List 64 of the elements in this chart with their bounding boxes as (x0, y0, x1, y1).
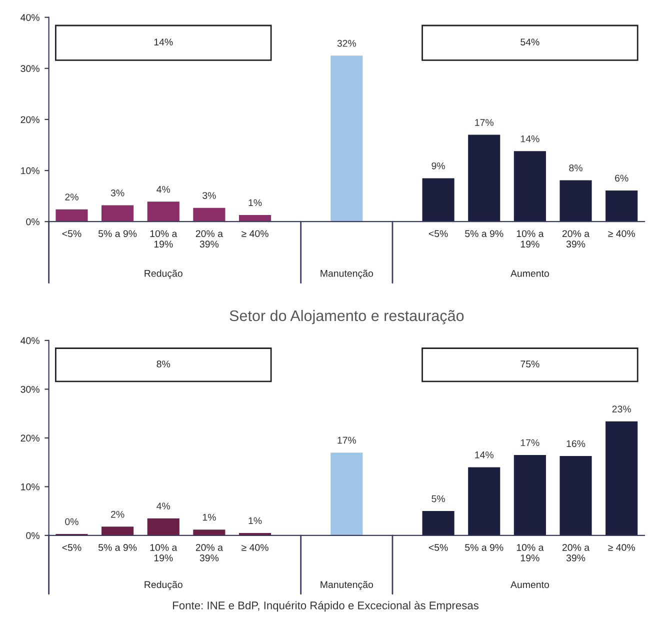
data-label: 1% (248, 517, 262, 524)
x-tick-label: <5% (428, 544, 448, 551)
annotation: 8% (156, 360, 170, 368)
annotation: 14% (154, 38, 173, 46)
text: Manutenção (320, 270, 374, 279)
source-note: Fonte: INE e BdP, Inquérito Rápido e Excecional às Empresas (173, 601, 478, 612)
x-tick-label: 5% a 9% (465, 544, 504, 551)
x-tick-label: 5% a 9% (98, 230, 137, 238)
data-label: 6% (615, 174, 628, 182)
chart-title: Setor do Alojamento e restauração (230, 310, 464, 324)
text: Redução (144, 270, 182, 279)
y-tick-label: 20% (20, 116, 40, 124)
data-label: 9% (432, 162, 445, 170)
y-tick-label: 0% (26, 532, 40, 540)
x-tick-label: 20% a 39% (562, 230, 590, 248)
data-label: 3% (110, 190, 124, 196)
data-label: 14% (520, 135, 540, 142)
data-label: 17% (520, 439, 540, 446)
data-label: 8% (569, 164, 582, 172)
data-label: 2% (111, 510, 124, 518)
data-label: 2% (65, 194, 78, 200)
annotation: 75% (520, 360, 540, 368)
x-tick-label: 10% a 19% (516, 230, 544, 248)
y-tick-label: 30% (20, 386, 40, 393)
y-tick-label: 0% (26, 218, 40, 226)
text: Aumento (510, 581, 549, 588)
text: Manutenção (320, 580, 374, 590)
x-tick-label: ≥ 40% (242, 230, 268, 238)
data-label: 17% (338, 436, 356, 444)
annotation: 54% (520, 38, 540, 46)
x-tick-label: 20% a 39% (196, 230, 223, 248)
data-label: 16% (566, 440, 586, 448)
x-tick-label: ≥ 40% (242, 544, 268, 551)
y-tick-label: 10% (21, 483, 40, 490)
data-label: 1% (202, 514, 216, 521)
data-label: 0% (65, 518, 78, 526)
data-label: 4% (156, 502, 170, 510)
y-tick-label: 40% (20, 337, 40, 344)
x-tick-label: 10% a 19% (150, 230, 178, 248)
x-tick-label: ≥ 40% (608, 230, 635, 238)
x-tick-label: ≥ 40% (608, 544, 635, 551)
text: Redução (144, 580, 182, 590)
x-tick-label: <5% (62, 230, 82, 238)
x-tick-label: 5% a 9% (465, 230, 504, 238)
data-label: 17% (475, 119, 494, 126)
data-label: 3% (202, 192, 216, 199)
text: Aumento (510, 270, 549, 277)
data-label: 1% (248, 199, 262, 206)
x-tick-label: 5% a 9% (98, 544, 137, 551)
y-tick-label: 30% (20, 65, 40, 72)
data-label: 14% (475, 451, 494, 458)
x-tick-label: <5% (428, 230, 448, 238)
data-label: 23% (612, 406, 631, 413)
x-tick-label: 10% a 19% (516, 544, 544, 562)
x-tick-label: 20% a 39% (562, 544, 590, 562)
y-tick-label: 20% (20, 434, 40, 442)
data-label: 5% (432, 495, 445, 502)
y-tick-label: 10% (21, 167, 40, 174)
x-tick-label: 10% a 19% (150, 544, 178, 562)
data-label: 4% (156, 186, 170, 193)
x-tick-label: <5% (62, 544, 82, 551)
data-label: 32% (337, 40, 356, 47)
y-tick-label: 40% (20, 14, 40, 21)
x-tick-label: 20% a 39% (196, 544, 223, 562)
